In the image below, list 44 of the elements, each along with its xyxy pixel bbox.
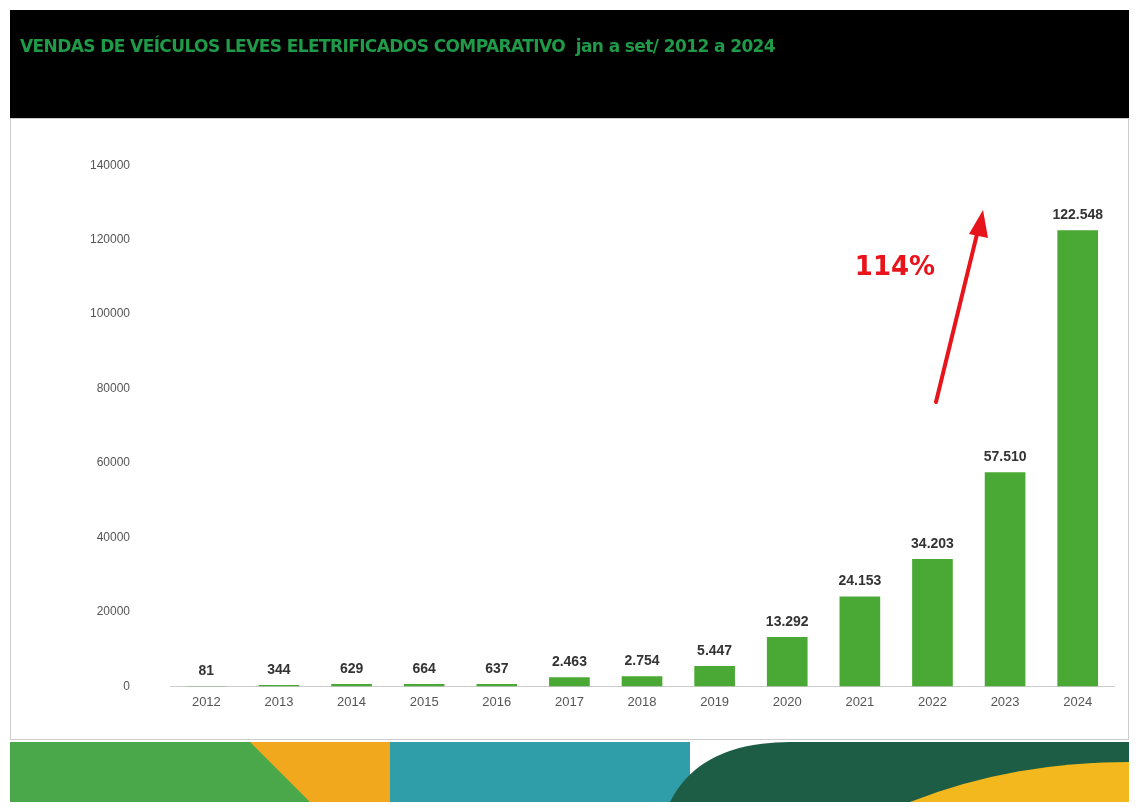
data-label: 13.292 bbox=[765, 612, 809, 629]
x-tick-label: 2019 bbox=[700, 693, 730, 709]
data-label: 81 bbox=[198, 661, 215, 678]
x-tick-label: 2018 bbox=[627, 693, 657, 709]
bar bbox=[766, 636, 808, 687]
data-label: 57.510 bbox=[983, 448, 1027, 465]
x-tick-label: 2015 bbox=[409, 693, 439, 709]
bar bbox=[839, 596, 881, 687]
bar bbox=[549, 677, 590, 687]
x-tick-label: 2012 bbox=[191, 693, 221, 709]
y-tick-label: 120000 bbox=[90, 231, 131, 246]
chart-title: VENDAS DE VEÍCULOS LEVES ELETRIFICADOS COMPARATIVO jan a set/ 2012 a 2024 bbox=[20, 36, 776, 56]
x-tick-label: 2013 bbox=[264, 693, 294, 709]
data-label: 5.447 bbox=[697, 641, 733, 658]
data-label: 637 bbox=[485, 659, 509, 676]
data-label: 629 bbox=[339, 659, 364, 676]
x-tick-label: 2022 bbox=[918, 693, 947, 709]
x-tick-label: 2020 bbox=[772, 693, 802, 709]
bar bbox=[694, 666, 735, 687]
x-tick-label: 2017 bbox=[554, 693, 584, 709]
bar bbox=[984, 472, 1026, 687]
data-label: 34.203 bbox=[911, 534, 955, 551]
bar bbox=[621, 676, 663, 687]
y-tick-label: 140000 bbox=[90, 157, 131, 172]
data-label: 24.153 bbox=[838, 572, 882, 589]
y-tick-label: 60000 bbox=[96, 455, 131, 470]
data-label: 2.463 bbox=[551, 653, 588, 670]
y-tick-label: 20000 bbox=[96, 604, 131, 619]
y-tick-label: 0 bbox=[123, 678, 131, 693]
data-label: 664 bbox=[412, 659, 437, 676]
x-tick-label: 2016 bbox=[482, 693, 512, 709]
x-tick-label: 2023 bbox=[990, 693, 1020, 709]
bar bbox=[1057, 230, 1099, 687]
annotation: 114% bbox=[854, 250, 936, 281]
x-tick-label: 2024 bbox=[1063, 693, 1093, 709]
y-tick-label: 40000 bbox=[96, 529, 131, 544]
bar bbox=[912, 559, 953, 687]
data-label: 2.754 bbox=[624, 652, 660, 669]
x-tick-label: 2021 bbox=[845, 693, 875, 709]
y-tick-label: 80000 bbox=[96, 380, 131, 395]
x-tick-label: 2014 bbox=[337, 693, 367, 709]
data-label: 344 bbox=[267, 660, 291, 677]
data-label: 122.548 bbox=[1052, 206, 1104, 223]
y-tick-label: 100000 bbox=[90, 306, 131, 321]
